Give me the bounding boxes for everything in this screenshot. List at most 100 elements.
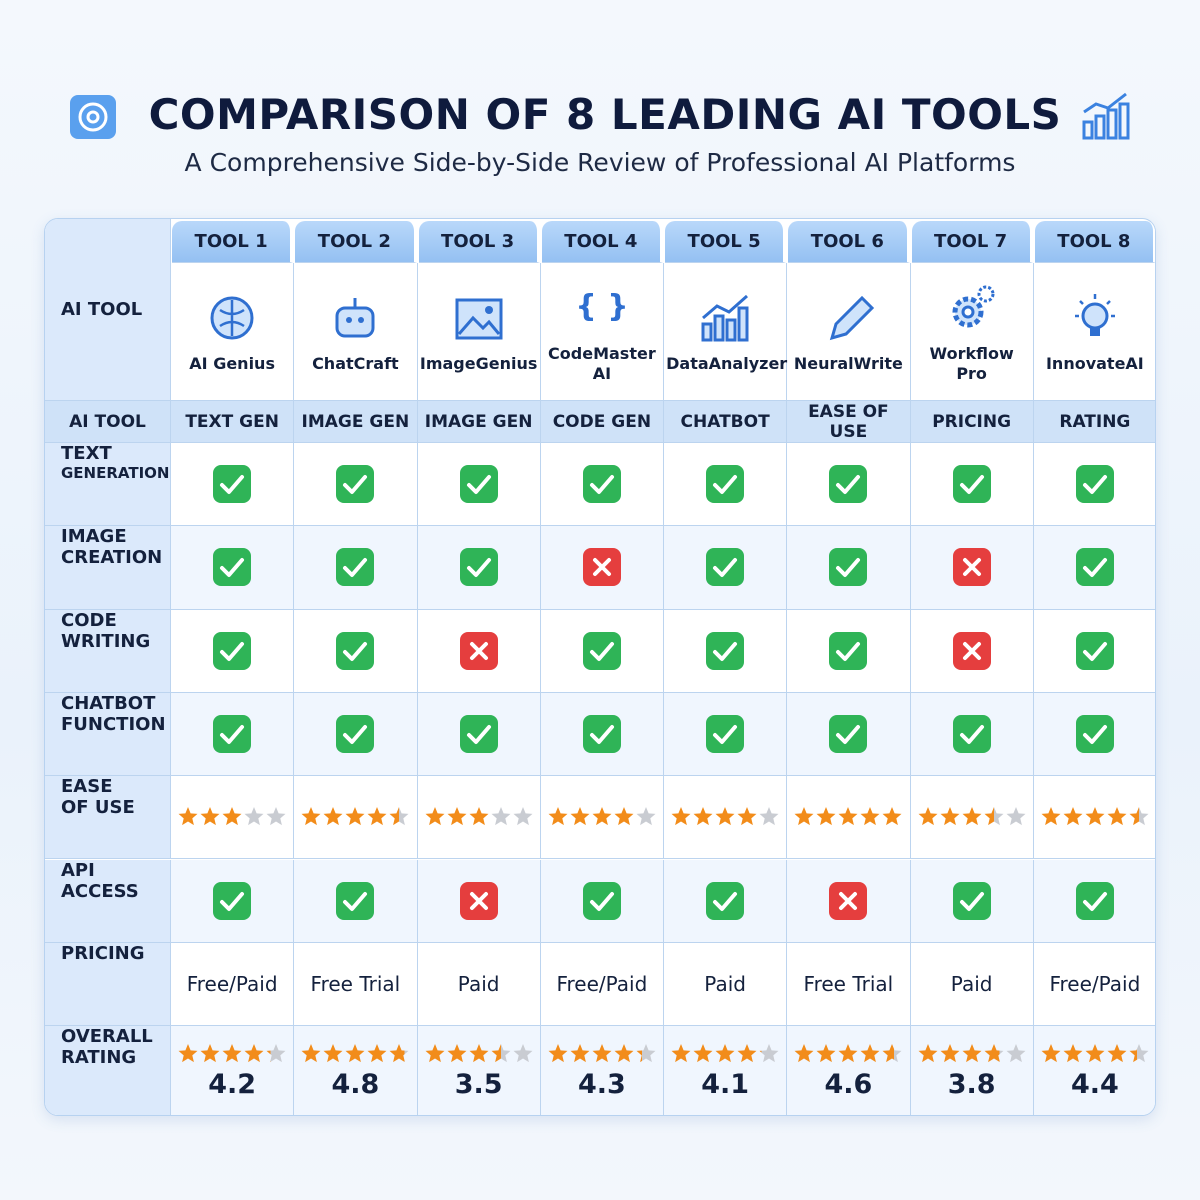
row-label: OVERALL RATING [45, 1026, 171, 1115]
pricing-text: Free Trial [803, 971, 894, 996]
table-cell [171, 776, 295, 860]
tool-name: NeuralWrite [793, 353, 903, 373]
check-icon [582, 715, 621, 754]
check-icon [706, 631, 745, 670]
row-label-text: PRICING [61, 942, 145, 964]
check-icon [1075, 465, 1114, 504]
table-cell [1033, 443, 1155, 527]
table-cell [787, 692, 911, 777]
category-text: CODE GEN [552, 411, 652, 432]
cross-icon [582, 548, 621, 587]
rating-value: 4.3 [577, 1068, 626, 1100]
check-icon [1075, 631, 1114, 670]
row-label-text: OVERALL [61, 1026, 153, 1048]
check-icon [829, 465, 868, 504]
table-cell: 4.6 [787, 1026, 911, 1115]
tool-icon [701, 294, 749, 341]
table-cell [664, 776, 788, 860]
pricing-text: Free/Paid [556, 971, 648, 996]
tool-cell: NeuralWrite [787, 263, 911, 401]
svg-text:{ }: { } [575, 289, 628, 324]
table-cell [171, 443, 295, 527]
cross-icon [952, 631, 991, 670]
row-label-text: GENERATION [61, 464, 170, 482]
check-icon [1075, 548, 1114, 587]
check-icon [213, 715, 252, 754]
table-cell: Free/Paid [171, 942, 295, 1027]
table-cell [417, 859, 541, 943]
tool-icon [1074, 293, 1115, 336]
check-icon [213, 631, 252, 670]
table-cell [1033, 859, 1155, 943]
table-cell: 3.5 [417, 1026, 541, 1115]
check-icon [213, 881, 252, 920]
row-label-text: TEXT [61, 443, 112, 464]
table-cell: Paid [910, 942, 1034, 1027]
table-cell [540, 609, 664, 693]
cross-icon [829, 881, 868, 920]
table-cell [910, 859, 1034, 943]
row-label: CODE WRITING [45, 609, 171, 693]
check-icon [336, 715, 375, 754]
tool-cell: Workflow Pro [910, 263, 1034, 401]
check-icon [336, 631, 375, 670]
table-cell [417, 776, 541, 860]
row-label: EASE OF USE [45, 776, 171, 860]
table-cell [294, 859, 418, 943]
category-text: IMAGE GEN [301, 411, 410, 432]
table-cell [171, 859, 295, 943]
tool-tag-text: TOOL 5 [687, 231, 761, 252]
category-text: CHATBOT [680, 411, 770, 432]
row-label-text: API [61, 859, 95, 881]
tool-tag: TOOL 4 [541, 221, 663, 263]
category-cell: PRICING [910, 401, 1034, 443]
table-cell [787, 443, 911, 527]
table-cell: Free Trial [787, 942, 911, 1027]
category-text: PRICING [932, 411, 1012, 432]
pricing-text: Paid [457, 971, 500, 996]
tool-tag-text: TOOL 7 [934, 231, 1008, 252]
star-rating [301, 1043, 409, 1062]
check-icon [213, 548, 252, 587]
star-rating [425, 1043, 533, 1062]
check-icon [459, 548, 498, 587]
rating-value: 4.8 [331, 1068, 380, 1100]
rating-value: 4.2 [208, 1068, 257, 1100]
rating-value: 4.1 [701, 1068, 750, 1100]
tool-icon [335, 297, 375, 337]
star-rating [794, 807, 902, 826]
check-icon [459, 715, 498, 754]
table-cell: 4.8 [294, 1026, 418, 1115]
check-icon [706, 881, 745, 920]
corner-label: AI TOOL [45, 219, 171, 401]
category-label-text: AI TOOL [69, 411, 146, 432]
check-icon [952, 881, 991, 920]
tool-tag-text: TOOL 1 [194, 231, 268, 252]
category-cell: RATING [1033, 401, 1155, 443]
tool-name: DataAnalyzer [666, 353, 788, 373]
category-cell: IMAGE GEN [417, 401, 541, 443]
table-cell [1033, 692, 1155, 777]
tool-tag-text: TOOL 2 [317, 231, 391, 252]
row-label: TEXT GENERATION [45, 443, 171, 527]
table-cell [417, 526, 541, 610]
row-label: API ACCESS [45, 859, 171, 943]
star-rating [918, 1043, 1026, 1062]
table-cell [294, 776, 418, 860]
tool-tag-text: TOOL 3 [441, 231, 515, 252]
tool-tag: TOOL 6 [788, 221, 910, 263]
check-icon [459, 465, 498, 504]
table-cell [787, 776, 911, 860]
tool-tag: TOOL 3 [418, 221, 540, 263]
table-cell [910, 609, 1034, 693]
tool-icon [952, 285, 995, 327]
check-icon [336, 548, 375, 587]
pricing-text: Paid [704, 971, 746, 996]
tool-cell: ImageGenius [417, 263, 541, 401]
pricing-text: Free/Paid [1049, 971, 1141, 996]
table-cell [540, 776, 664, 860]
star-rating [1041, 1043, 1149, 1062]
check-icon [952, 715, 991, 754]
table-cell [540, 526, 664, 610]
